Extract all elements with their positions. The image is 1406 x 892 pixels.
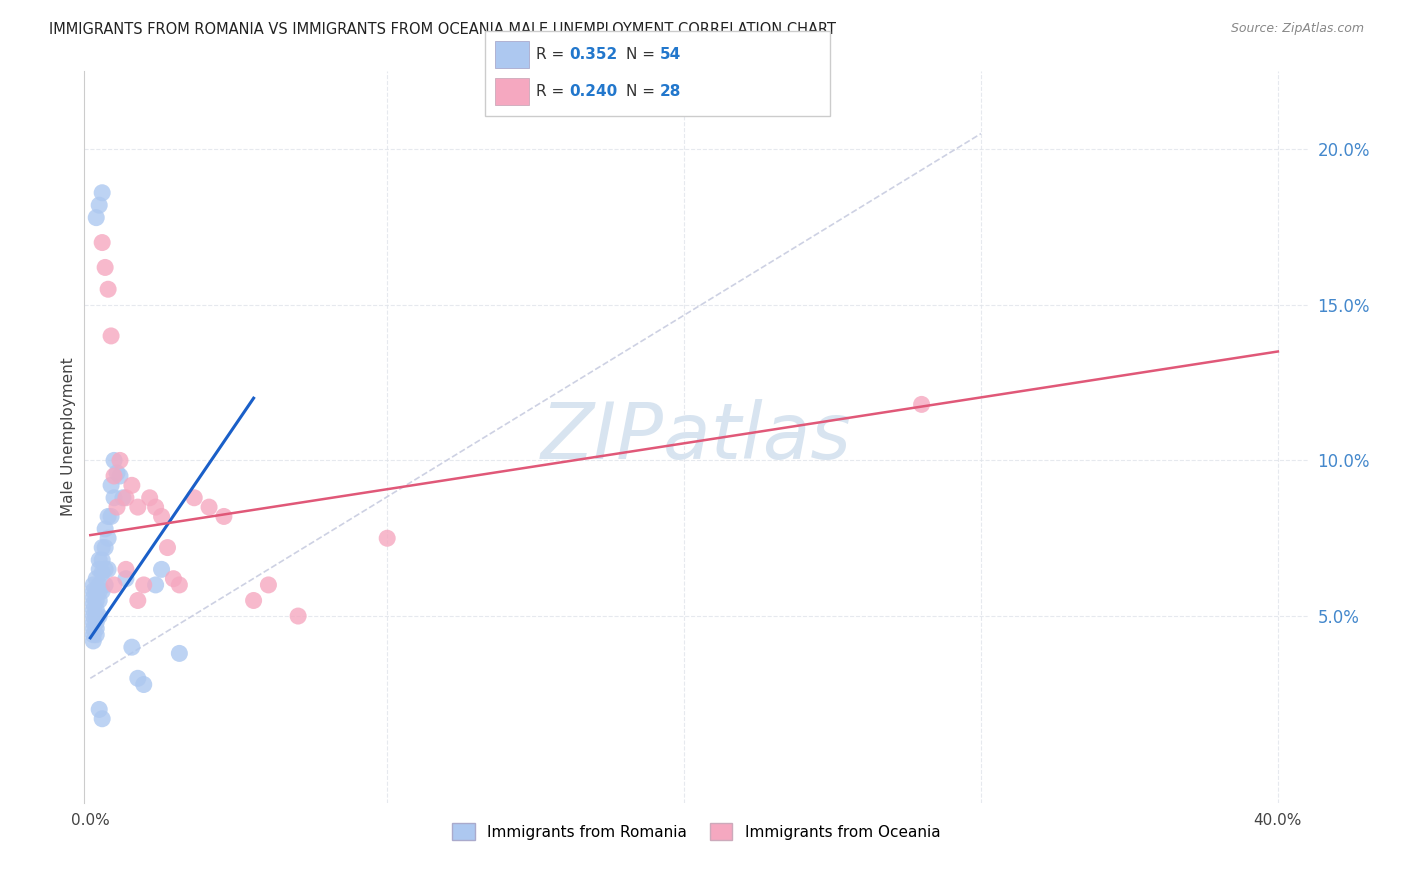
Text: R =: R = (536, 47, 569, 62)
Point (91, 235, 114, 250)
Point (121, 478, 143, 492)
Point (89, 578, 111, 592)
Point (82, 584, 104, 599)
Point (89, 593, 111, 607)
Point (127, 671, 149, 685)
Point (91, 541, 114, 555)
Point (94, 260, 117, 275)
Point (91, 712, 114, 726)
Point (84, 584, 107, 599)
Point (89, 198, 111, 212)
Text: 28: 28 (659, 85, 681, 99)
Point (84, 211, 107, 225)
Point (103, 578, 125, 592)
Text: N =: N = (626, 85, 659, 99)
Point (97, 531, 120, 545)
Point (97, 282, 120, 296)
Point (89, 553, 111, 567)
Point (94, 562, 117, 576)
Point (145, 578, 167, 592)
Point (242, 593, 264, 607)
Point (82, 603, 104, 617)
Point (97, 509, 120, 524)
Point (84, 572, 107, 586)
Point (84, 628, 107, 642)
Point (100, 509, 122, 524)
Point (150, 562, 173, 576)
Point (150, 509, 173, 524)
Point (82, 622, 104, 636)
Point (91, 553, 114, 567)
Point (198, 500, 221, 515)
Point (115, 572, 138, 586)
Point (82, 634, 104, 648)
Text: ZIPatlas: ZIPatlas (540, 399, 852, 475)
Point (162, 572, 184, 586)
Point (84, 615, 107, 630)
Point (212, 509, 235, 524)
Point (121, 640, 143, 655)
Text: N =: N = (626, 47, 659, 62)
Point (94, 578, 117, 592)
Point (84, 622, 107, 636)
Point (105, 500, 128, 515)
Point (94, 541, 117, 555)
Point (89, 562, 111, 576)
Point (82, 609, 104, 624)
Point (89, 609, 111, 624)
Point (91, 186, 114, 200)
Point (84, 609, 107, 624)
Point (103, 491, 125, 505)
Point (91, 584, 114, 599)
Text: IMMIGRANTS FROM ROMANIA VS IMMIGRANTS FROM OCEANIA MALE UNEMPLOYMENT CORRELATION: IMMIGRANTS FROM ROMANIA VS IMMIGRANTS FR… (49, 22, 837, 37)
Text: Source: ZipAtlas.com: Source: ZipAtlas.com (1230, 22, 1364, 36)
Point (94, 522, 117, 536)
Point (111, 491, 134, 505)
Text: 0.240: 0.240 (569, 85, 617, 99)
Text: 0.352: 0.352 (569, 47, 617, 62)
Point (82, 578, 104, 592)
Point (89, 702, 111, 716)
Point (115, 491, 138, 505)
Text: 54: 54 (659, 47, 681, 62)
Point (115, 562, 138, 576)
Point (910, 397, 932, 411)
Point (82, 591, 104, 605)
Point (91, 566, 114, 580)
Point (169, 578, 191, 592)
Point (89, 584, 111, 599)
Point (183, 491, 205, 505)
Point (132, 677, 155, 691)
Point (156, 541, 179, 555)
Point (287, 609, 309, 624)
Point (103, 469, 125, 483)
Point (127, 500, 149, 515)
Point (375, 531, 398, 545)
Point (82, 615, 104, 630)
Point (108, 453, 131, 467)
Point (145, 500, 167, 515)
Point (132, 578, 155, 592)
Point (108, 469, 131, 483)
Point (100, 329, 122, 343)
Point (97, 562, 120, 576)
Point (257, 578, 280, 592)
Point (169, 647, 191, 661)
Point (103, 453, 125, 467)
Point (138, 491, 160, 505)
Point (84, 593, 107, 607)
Y-axis label: Male Unemployment: Male Unemployment (60, 358, 76, 516)
Point (84, 603, 107, 617)
Point (82, 597, 104, 611)
Point (100, 478, 122, 492)
Text: R =: R = (536, 85, 569, 99)
Legend: Immigrants from Romania, Immigrants from Oceania: Immigrants from Romania, Immigrants from… (446, 816, 946, 847)
Point (82, 628, 104, 642)
Point (105, 466, 128, 480)
Point (127, 593, 149, 607)
